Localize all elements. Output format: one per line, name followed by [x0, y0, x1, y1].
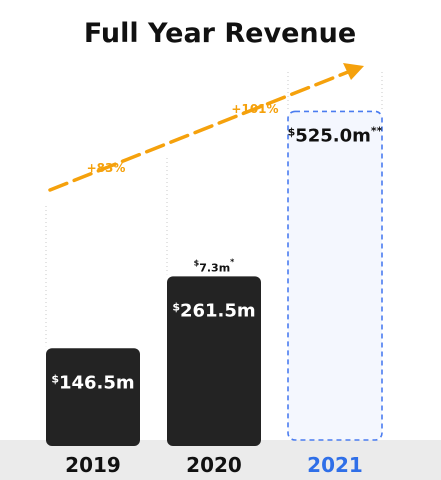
growth-label: +83%	[87, 161, 126, 175]
baseline-band	[0, 440, 441, 480]
chart-title: Full Year Revenue	[84, 18, 356, 49]
bar-2020[interactable]	[167, 276, 261, 446]
growth-arrow-head	[343, 63, 364, 80]
x-tick-label: 2019	[65, 453, 121, 477]
growth-label: +101%	[231, 102, 278, 116]
bar-value-label: $261.5m	[172, 300, 255, 321]
growth-arrow	[48, 70, 350, 192]
annotation-2020: $7.3m*	[194, 257, 236, 274]
bar-value-label: $525.0m**	[288, 124, 383, 146]
bar-2021[interactable]	[287, 110, 383, 441]
x-tick-label: 2021	[307, 453, 363, 477]
bar-2019[interactable]	[46, 348, 140, 446]
bar-value-label: $146.5m	[51, 372, 134, 393]
x-tick-label: 2020	[186, 453, 242, 477]
